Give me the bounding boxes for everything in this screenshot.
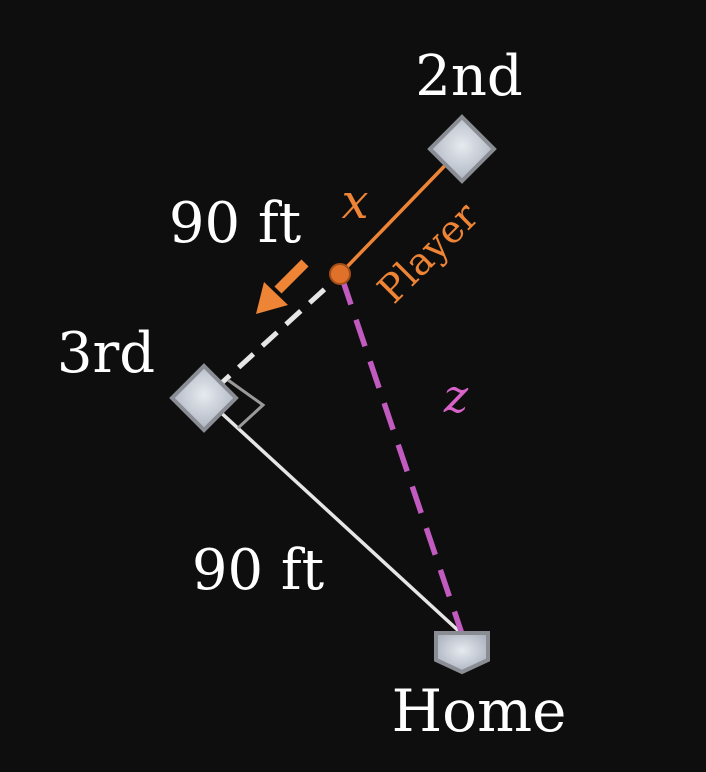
home-plate-label: Home: [392, 677, 567, 745]
second-base-label: 2nd: [415, 44, 523, 109]
third-home-line: [203, 396, 464, 636]
home-plate: [434, 631, 490, 675]
second-base: [427, 114, 497, 184]
bottom-distance-label: 90 ft: [192, 538, 325, 603]
third-player-dashed-line: [213, 275, 340, 391]
right-angle-marker: [227, 378, 266, 430]
player-label: Player: [369, 193, 487, 311]
top-distance-label: 90 ft: [169, 191, 302, 256]
x-variable-label: x: [341, 174, 368, 230]
z-variable-label: z: [443, 369, 469, 423]
running-direction-arrow-icon: [256, 259, 309, 314]
player-dot: [329, 263, 351, 285]
z-distance-line: [339, 277, 465, 635]
third-base: [169, 363, 239, 433]
x-distance-line: [340, 148, 462, 274]
third-base-label: 3rd: [57, 321, 155, 386]
